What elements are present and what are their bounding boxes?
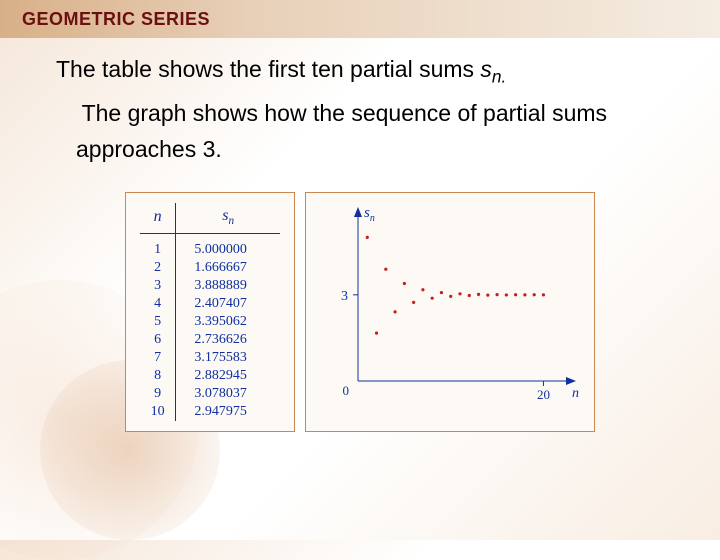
svg-text:n: n [572,386,579,401]
cell-n: 7 [140,349,176,367]
svg-text:20: 20 [537,387,550,402]
table-row: 73.175583 [140,349,280,367]
cell-n: 2 [140,259,176,277]
table-row: 42.407407 [140,295,280,313]
cell-n: 8 [140,367,176,385]
table-row: 82.882945 [140,367,280,385]
col-header-sn: sn [176,203,280,234]
page-title: GEOMETRIC SERIES [22,9,210,30]
var-sub-n: n. [492,67,506,87]
col-header-s-sub: n [228,215,234,227]
cell-n: 1 [140,233,176,259]
body-paragraph-1: The table shows the first ten partial su… [56,52,680,90]
col-header-n: n [140,203,176,234]
table-row: 33.888889 [140,277,280,295]
cell-n: 6 [140,331,176,349]
cell-sn: 3.888889 [176,277,280,295]
table-row: 62.736626 [140,331,280,349]
svg-text:3: 3 [341,288,348,303]
table-row: 93.078037 [140,385,280,403]
cell-sn: 3.078037 [176,385,280,403]
cell-sn: 2.947975 [176,403,280,421]
cell-sn: 2.882945 [176,367,280,385]
text-line-1a: The table shows the first ten partial su… [56,56,480,82]
cell-n: 5 [140,313,176,331]
body-paragraph-2: The graph shows how the sequence of part… [56,96,680,167]
cell-sn: 1.666667 [176,259,280,277]
table-panel: n sn 15.00000021.66666733.88888942.40740… [125,192,295,432]
chart-panel: 3 20 0 sn n [305,192,595,432]
table-row: 53.395062 [140,313,280,331]
svg-text:sn: sn [364,205,375,224]
table-row: 21.666667 [140,259,280,277]
partial-sums-table: n sn 15.00000021.66666733.88888942.40740… [140,203,280,421]
content-area: The table shows the first ten partial su… [0,38,720,168]
cell-sn: 3.395062 [176,313,280,331]
cell-sn: 5.000000 [176,233,280,259]
cell-n: 4 [140,295,176,313]
header-bar: GEOMETRIC SERIES [0,0,720,38]
cell-sn: 2.407407 [176,295,280,313]
partial-sums-chart: 3 20 0 sn n [316,201,580,415]
cell-n: 10 [140,403,176,421]
cell-n: 3 [140,277,176,295]
text-line-2: The graph shows how the sequence of part… [76,100,607,162]
var-s: s [480,56,492,82]
table-row: 15.000000 [140,233,280,259]
table-row: 102.947975 [140,403,280,421]
cell-sn: 2.736626 [176,331,280,349]
cell-sn: 3.175583 [176,349,280,367]
svg-text:0: 0 [343,383,350,398]
panels-row: n sn 15.00000021.66666733.88888942.40740… [0,192,720,432]
cell-n: 9 [140,385,176,403]
